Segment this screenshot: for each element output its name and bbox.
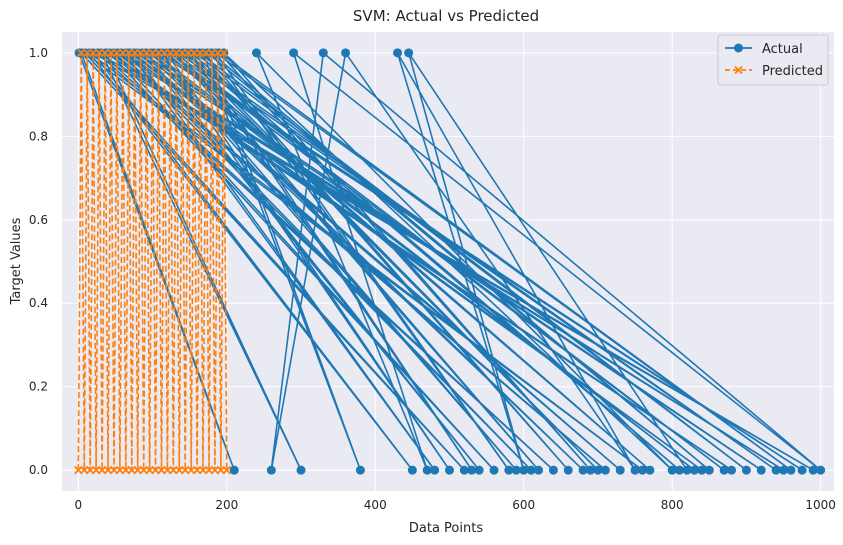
actual-point	[578, 465, 588, 475]
y-tick-label: 0.8	[29, 129, 48, 143]
actual-point	[637, 465, 647, 475]
actual-point	[341, 48, 351, 58]
legend-actual-label: Actual	[762, 42, 803, 57]
series-predicted-line	[77, 52, 228, 471]
actual-point	[727, 465, 737, 475]
actual-point	[779, 465, 789, 475]
x-tick-label: 400	[364, 498, 387, 512]
x-tick-label: 600	[512, 498, 535, 512]
actual-point	[289, 48, 299, 58]
actual-point	[296, 465, 306, 475]
actual-point	[756, 465, 766, 475]
x-tick-label: 0	[75, 498, 83, 512]
actual-point	[682, 465, 692, 475]
actual-point	[808, 465, 818, 475]
legend-predicted-label: Predicted	[762, 64, 823, 79]
actual-point	[615, 465, 625, 475]
actual-point	[593, 465, 603, 475]
predicted-point	[219, 48, 229, 58]
axis-ticks: 0 200 400 600 800 1000 0.0 0.2 0.4 0.6 0.8 1.0	[29, 46, 836, 512]
actual-point	[786, 465, 796, 475]
actual-point	[526, 465, 536, 475]
actual-point	[771, 465, 781, 475]
y-tick-label: 1.0	[29, 46, 48, 60]
series-actual-line	[78, 52, 822, 471]
actual-point	[741, 465, 751, 475]
actual-point	[797, 465, 807, 475]
actual-point	[816, 465, 826, 475]
x-tick-label: 200	[215, 498, 238, 512]
actual-point	[548, 465, 558, 475]
actual-point	[563, 465, 573, 475]
actual-point	[630, 465, 640, 475]
y-tick-label: 0.0	[29, 463, 48, 477]
predicted-point	[222, 465, 232, 475]
actual-point	[229, 465, 239, 475]
actual-point	[251, 48, 261, 58]
y-tick-label: 0.2	[29, 380, 48, 394]
actual-point	[444, 465, 454, 475]
legend-predicted-marker	[734, 65, 743, 75]
y-tick-label: 0.4	[29, 296, 48, 310]
y-tick-label: 0.6	[29, 213, 48, 227]
chart-title: SVM: Actual vs Predicted	[353, 7, 539, 25]
actual-point	[393, 48, 403, 58]
actual-point	[266, 465, 276, 475]
actual-point	[697, 465, 707, 475]
actual-point	[667, 465, 677, 475]
x-axis-title: Data Points	[409, 521, 483, 536]
actual-point	[519, 465, 529, 475]
actual-point	[719, 465, 729, 475]
x-tick-label: 800	[661, 498, 684, 512]
actual-point	[489, 465, 499, 475]
x-tick-label: 1000	[805, 498, 836, 512]
actual-point	[355, 465, 365, 475]
legend-actual-marker	[734, 43, 743, 53]
actual-point	[459, 465, 469, 475]
actual-point	[318, 48, 328, 58]
actual-point	[586, 465, 596, 475]
actual-point	[600, 465, 610, 475]
actual-point	[467, 465, 477, 475]
series-layer	[74, 48, 826, 475]
actual-point	[504, 465, 514, 475]
actual-point	[407, 465, 417, 475]
actual-point	[511, 465, 521, 475]
actual-point	[474, 465, 484, 475]
actual-point	[404, 48, 414, 58]
y-axis-title: Target Values	[9, 217, 24, 305]
actual-point	[689, 465, 699, 475]
actual-point	[534, 465, 544, 475]
actual-point	[645, 465, 655, 475]
actual-point	[422, 465, 432, 475]
actual-point	[704, 465, 714, 475]
actual-point	[675, 465, 685, 475]
legend: Actual Predicted	[717, 34, 829, 86]
actual-point	[430, 465, 440, 475]
